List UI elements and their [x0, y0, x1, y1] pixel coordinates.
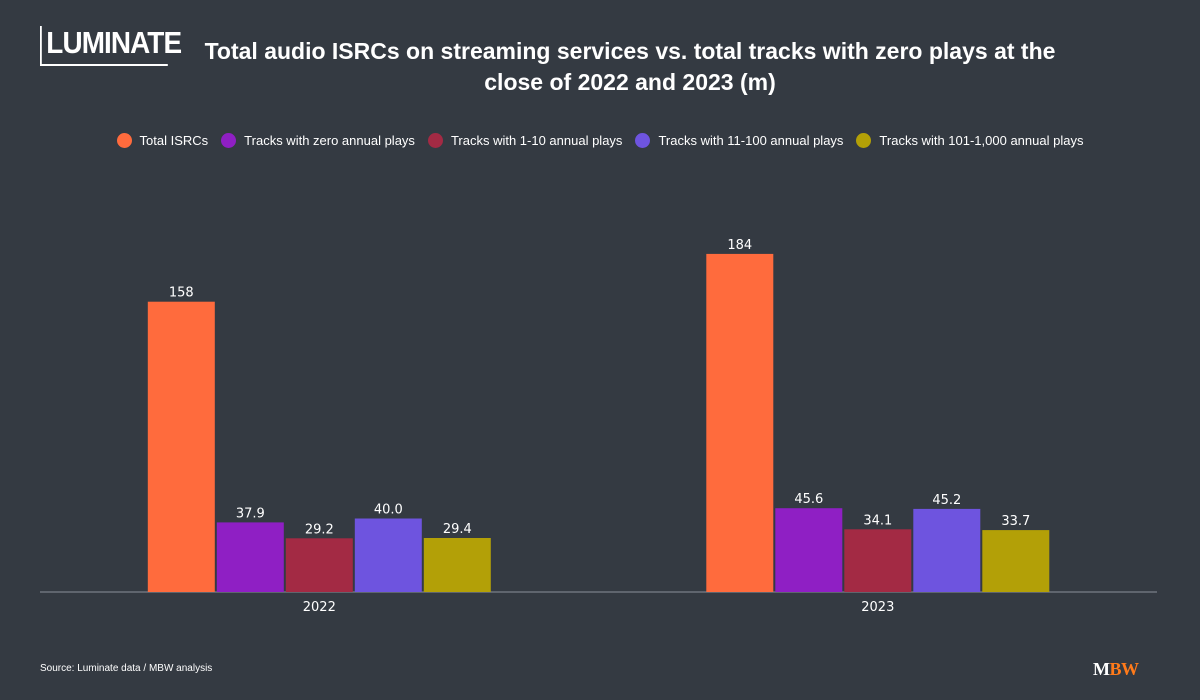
bar[interactable]: [216, 522, 284, 592]
data-label: 184: [727, 238, 752, 253]
legend-swatch: [427, 133, 443, 148]
x-tick-label: 2023: [861, 600, 894, 615]
source-note: Source: Luminate data / MBW analysis: [40, 663, 213, 674]
bar[interactable]: [775, 508, 843, 592]
legend-label: Tracks with zero annual plays: [244, 133, 415, 148]
legend-item[interactable]: Tracks with 1-10 annual plays: [427, 133, 623, 148]
legend-label: Tracks with 101-1,000 annual plays: [879, 133, 1084, 148]
bar[interactable]: [982, 530, 1050, 592]
legend-swatch: [221, 133, 237, 148]
luminate-logo: LUMINATE: [40, 26, 182, 66]
bar[interactable]: [423, 538, 491, 592]
data-label: 29.4: [443, 522, 472, 537]
legend-label: Tracks with 11-100 annual plays: [658, 133, 844, 148]
bar[interactable]: [354, 518, 422, 593]
data-label: 40.0: [374, 503, 403, 518]
legend-item[interactable]: Total ISRCs: [116, 133, 209, 148]
mbw-logo: MBW: [1093, 659, 1139, 680]
legend-item[interactable]: Tracks with 11-100 annual plays: [635, 133, 843, 148]
data-label: 158: [169, 286, 194, 301]
x-tick-label: 2022: [303, 600, 336, 615]
bar[interactable]: [285, 538, 353, 592]
bar[interactable]: [706, 253, 774, 592]
legend-swatch: [635, 133, 651, 148]
legend-swatch: [856, 133, 872, 148]
chart-title: Total audio ISRCs on streaming services …: [204, 38, 1056, 95]
mbw-logo-m: M: [1093, 659, 1110, 679]
bar[interactable]: [844, 529, 912, 592]
data-label: 45.2: [932, 493, 961, 508]
legend-item[interactable]: Tracks with 101-1,000 annual plays: [856, 133, 1083, 148]
legend-swatch: [116, 133, 132, 148]
data-label: 45.6: [794, 492, 823, 507]
bar[interactable]: [147, 301, 215, 592]
legend-item[interactable]: Tracks with zero annual plays: [221, 133, 415, 148]
bar[interactable]: [913, 508, 981, 592]
data-label: 37.9: [236, 506, 265, 521]
data-label: 29.2: [305, 522, 334, 537]
legend-label: Tracks with 1-10 annual plays: [450, 133, 623, 148]
legend: Total ISRCs Tracks with zero annual plays…: [0, 133, 1200, 148]
data-label: 33.7: [1001, 514, 1030, 529]
legend-label: Total ISRCs: [139, 133, 209, 148]
data-label: 34.1: [863, 513, 892, 528]
mbw-logo-bw: BW: [1109, 659, 1140, 679]
